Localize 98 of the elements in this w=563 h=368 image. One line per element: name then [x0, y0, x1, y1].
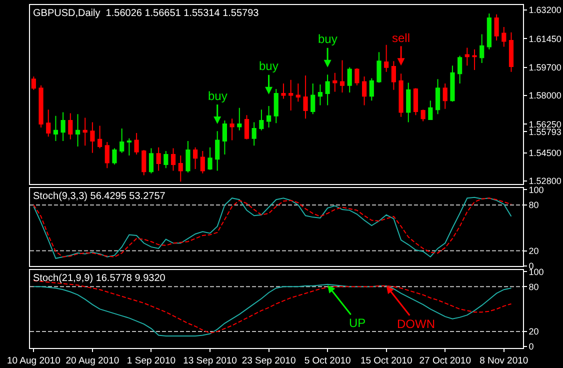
candlestick: [398, 73, 404, 118]
candlestick: [134, 132, 139, 155]
candlestick: [303, 74, 308, 120]
candlestick: [450, 65, 455, 102]
candlestick: [318, 84, 323, 106]
candlestick: [325, 74, 330, 106]
x-tick-label: 20 Aug 2010: [66, 355, 120, 366]
candlestick: [458, 55, 462, 84]
candlestick: [200, 150, 205, 174]
candlestick: [391, 60, 396, 90]
y-tick-label: 100: [528, 184, 544, 195]
y-tick-label: 1.61450: [528, 34, 562, 44]
candlestick: [252, 122, 256, 146]
candlestick: [186, 140, 190, 174]
candlestick: [362, 76, 367, 106]
x-tick-label: 8 Nov 2010: [480, 355, 528, 366]
candlestick: [486, 13, 492, 50]
annotation: buy: [259, 59, 278, 73]
candlestick: [494, 14, 499, 41]
x-tick-label: 1 Sep 2010: [126, 355, 176, 366]
annotation: buy: [208, 89, 228, 103]
candlestick: [502, 26, 506, 48]
x-tick-label: 15 Oct 2010: [360, 355, 412, 366]
y-tick-label: 20: [528, 326, 539, 337]
chart-title: GBPUSD,Daily 1.56026 1.56651 1.55314 1.55793: [33, 8, 260, 19]
candlestick: [472, 48, 477, 71]
candlestick: [31, 76, 36, 90]
candlestick: [90, 122, 95, 154]
annotation: DOWN: [397, 317, 435, 331]
candlestick: [98, 125, 102, 149]
candlestick: [281, 83, 286, 100]
candlestick: [310, 83, 316, 115]
candlestick: [376, 52, 382, 84]
candlestick: [480, 34, 484, 64]
candlestick: [38, 84, 44, 128]
x-tick-label: 13 Sep 2010: [183, 355, 237, 366]
y-tick-label: 80: [528, 200, 539, 210]
candlestick: [296, 83, 300, 102]
candlestick: [340, 60, 345, 94]
y-tick-label: 80: [528, 282, 539, 292]
candlestick: [237, 107, 242, 131]
candlestick: [464, 47, 470, 66]
candlestick: [222, 120, 227, 155]
candlestick: [244, 114, 250, 140]
candlestick: [230, 118, 234, 141]
y-tick-label: 1.54500: [528, 148, 562, 158]
x-tick-label: 27 Oct 2010: [419, 355, 472, 366]
candlestick: [126, 138, 132, 156]
y-tick-label: 1.58000: [528, 90, 562, 100]
candlestick: [435, 78, 440, 115]
y-tick-label: 1.59700: [528, 62, 562, 73]
candlestick: [332, 72, 338, 92]
x-tick-label: 5 Oct 2010: [304, 355, 351, 366]
chart-title: Stoch(21,9,9) 16.5778 9.9320: [33, 273, 166, 284]
candlestick: [442, 83, 448, 110]
y-tick-label: 1.52800: [528, 176, 562, 186]
candlestick: [288, 79, 294, 111]
candlestick: [53, 115, 58, 142]
candlestick: [193, 146, 198, 170]
candlestick: [120, 128, 124, 154]
candlestick: [413, 88, 418, 116]
candlestick: [112, 148, 117, 166]
candlestick: [406, 82, 411, 123]
annotation: sell: [392, 31, 410, 45]
annotation: UP: [349, 316, 366, 330]
candlestick: [259, 109, 264, 131]
candlestick: [170, 148, 176, 172]
y-tick-label: 1.63200: [528, 5, 562, 16]
candlestick: [354, 68, 360, 86]
candlestick: [208, 146, 212, 170]
x-tick-label: 10 Aug 2010: [6, 355, 60, 366]
candlestick: [508, 32, 514, 72]
chart-title: Stoch(9,3,3) 56.4295 53.2757: [33, 191, 166, 202]
x-tick-label: 23 Sep 2010: [242, 355, 296, 366]
candlestick: [384, 44, 389, 72]
candlestick: [82, 117, 88, 146]
y-tick-label: 1.56250: [528, 119, 562, 130]
candlestick: [164, 150, 168, 169]
candlestick: [215, 130, 220, 172]
candlestick: [75, 114, 80, 147]
candlestick: [148, 148, 154, 174]
candlestick: [46, 109, 51, 138]
candlestick: [104, 142, 110, 169]
candlestick: [274, 88, 278, 124]
candlestick: [178, 154, 183, 182]
candlestick: [156, 146, 161, 172]
candlestick: [428, 100, 433, 120]
annotation: buy: [318, 32, 338, 46]
candlestick: [420, 109, 426, 122]
y-tick-label: 20: [528, 246, 539, 256]
candlestick: [266, 106, 272, 128]
candlestick: [369, 78, 374, 102]
candlestick: [142, 150, 146, 176]
y-tick-label: 1.55793: [528, 126, 562, 137]
candlestick: [68, 112, 73, 140]
y-tick-label: 0: [528, 342, 534, 352]
candlestick: [347, 66, 352, 94]
candlestick: [60, 112, 66, 142]
